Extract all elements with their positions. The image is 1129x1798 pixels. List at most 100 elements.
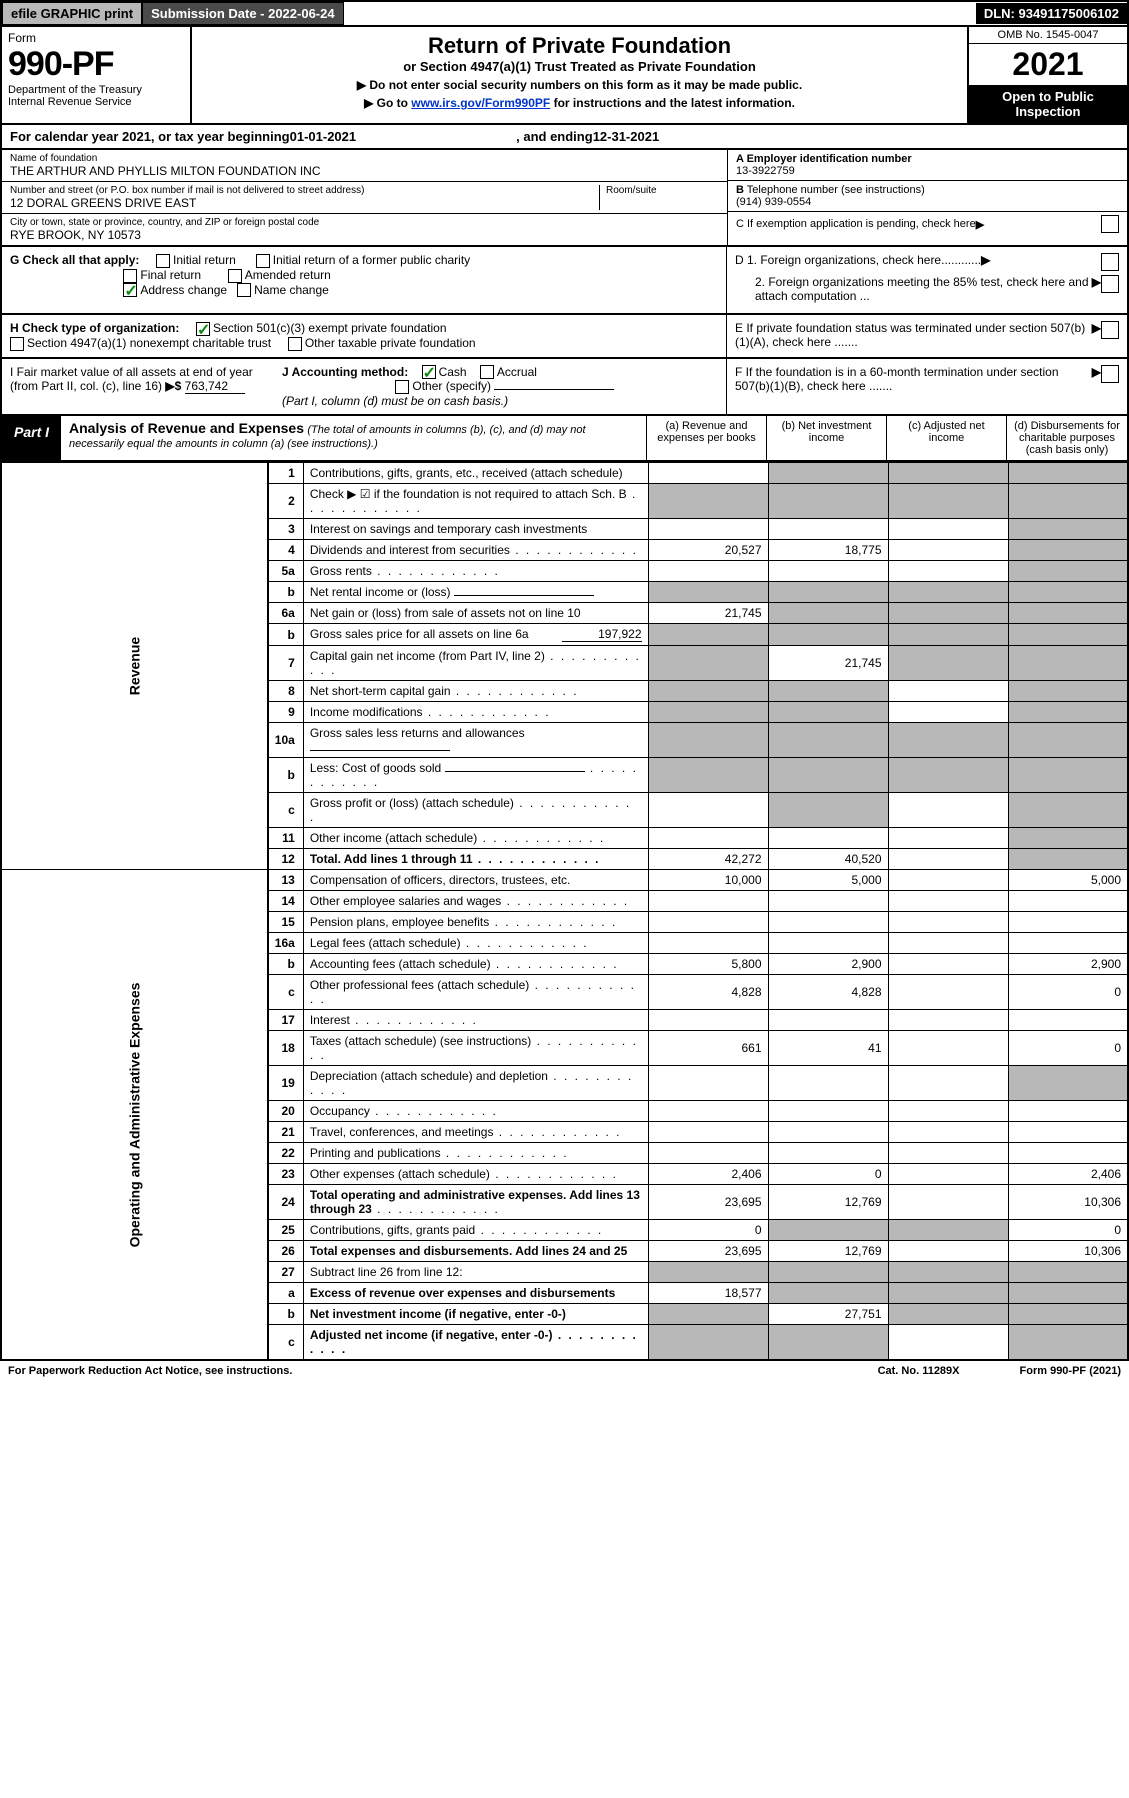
goto-pre: ▶ Go to [364,96,411,110]
col-b-value [768,1262,888,1283]
accrual-label: Accrual [497,365,537,379]
col-a-value [648,681,768,702]
col-d-value [1008,849,1128,870]
tax-year: 2021 [969,44,1127,85]
col-d-value [1008,723,1128,758]
line-description: Taxes (attach schedule) (see instruction… [303,1031,648,1066]
line-description: Contributions, gifts, grants paid [303,1220,648,1241]
name-change-checkbox[interactable] [237,283,251,297]
h-block: H Check type of organization: Section 50… [2,315,727,357]
form-subtitle: or Section 4947(a)(1) Trust Treated as P… [198,59,961,74]
line-number: 14 [268,891,304,912]
d1-checkbox[interactable] [1101,253,1119,271]
accrual-checkbox[interactable] [480,365,494,379]
city-value: RYE BROOK, NY 10573 [10,228,719,242]
address-change-label: Address change [140,283,227,297]
col-b-value [768,561,888,582]
line-description: Capital gain net income (from Part IV, l… [303,646,648,681]
calyear-begin: 01-01-2021 [290,129,357,144]
line-number: c [268,975,304,1010]
line-description: Interest [303,1010,648,1031]
col-a-value [648,624,768,646]
section-ij-row: I Fair market value of all assets at end… [0,359,1129,417]
exemption-checkbox[interactable] [1101,215,1119,233]
top-bar: efile GRAPHIC print Submission Date - 20… [0,0,1129,27]
cash-basis-note: (Part I, column (d) must be on cash basi… [282,394,508,408]
col-d-value [1008,1066,1128,1101]
line-description: Total. Add lines 1 through 11 [303,849,648,870]
col-d-value [1008,1304,1128,1325]
line-description: Accounting fees (attach schedule) [303,954,648,975]
col-a-value [648,561,768,582]
col-b-value [768,1101,888,1122]
form-header: Form 990-PF Department of the Treasury I… [0,27,1129,125]
line-description: Gross profit or (loss) (attach schedule) [303,793,648,828]
page-footer: For Paperwork Reduction Act Notice, see … [0,1361,1129,1381]
arrow-icon: ▶$ [165,379,184,393]
calyear-pre: For calendar year 2021, or tax year begi… [10,129,290,144]
col-d-value [1008,1010,1128,1031]
initial-return-label: Initial return [173,253,236,267]
501c3-checkbox[interactable] [196,322,210,336]
form990pf-link[interactable]: www.irs.gov/Form990PF [411,96,550,110]
arrow-icon: ▶ [1092,365,1101,393]
address-value: 12 DORAL GREENS DRIVE EAST [10,196,599,210]
foundation-name-row: Name of foundation THE ARTHUR AND PHYLLI… [2,150,727,182]
line-description: Net rental income or (loss) [303,582,648,603]
arrow-icon: ▶ [1092,321,1101,349]
line-description: Net gain or (loss) from sale of assets n… [303,603,648,624]
e-checkbox[interactable] [1101,321,1119,339]
4947-checkbox[interactable] [10,337,24,351]
col-a-value: 5,800 [648,954,768,975]
efile-print-button[interactable]: efile GRAPHIC print [2,2,142,25]
col-c-value [888,1262,1008,1283]
col-d-value [1008,540,1128,561]
col-d-value [1008,603,1128,624]
line-number: 9 [268,702,304,723]
line-number: a [268,1283,304,1304]
col-a-value: 2,406 [648,1164,768,1185]
f-block: F If the foundation is in a 60-month ter… [727,359,1127,415]
identity-left: Name of foundation THE ARTHUR AND PHYLLI… [2,150,727,245]
line-number: 6a [268,603,304,624]
amended-return-checkbox[interactable] [228,269,242,283]
col-b-value [768,1283,888,1304]
501c3-label: Section 501(c)(3) exempt private foundat… [213,321,446,335]
identity-right: A Employer identification number 13-3922… [727,150,1127,245]
col-c-value [888,1241,1008,1262]
col-a-value [648,1143,768,1164]
cash-checkbox[interactable] [422,365,436,379]
line-description: Adjusted net income (if negative, enter … [303,1325,648,1361]
other-method-field[interactable] [494,389,614,390]
other-taxable-checkbox[interactable] [288,337,302,351]
col-b-value: 4,828 [768,975,888,1010]
col-a-value [648,646,768,681]
line-number: 17 [268,1010,304,1031]
col-a-value: 661 [648,1031,768,1066]
submission-date-label: Submission Date - 2022-06-24 [142,2,344,25]
calyear-mid: , and ending [516,129,593,144]
line-number: c [268,1325,304,1361]
b-label: B [736,184,744,196]
col-b-value: 40,520 [768,849,888,870]
col-d-value: 0 [1008,1220,1128,1241]
ein-label: A Employer identification number [736,153,912,165]
4947-label: Section 4947(a)(1) nonexempt charitable … [27,336,271,350]
table-row: Revenue1Contributions, gifts, grants, et… [1,463,1128,484]
f-checkbox[interactable] [1101,365,1119,383]
col-a-value [648,519,768,540]
col-c-value [888,1066,1008,1101]
calendar-year-row: For calendar year 2021, or tax year begi… [0,125,1129,150]
line-number: b [268,582,304,603]
part1-title-block: Analysis of Revenue and Expenses (The to… [61,416,647,460]
exemption-pending-row: C If exemption application is pending, c… [728,212,1127,236]
other-method-checkbox[interactable] [395,380,409,394]
col-c-value [888,870,1008,891]
col-c-value [888,624,1008,646]
line-description: Gross sales price for all assets on line… [303,624,648,646]
address-change-checkbox[interactable] [123,283,137,297]
initial-return-checkbox[interactable] [156,254,170,268]
col-a-value [648,1066,768,1101]
d2-checkbox[interactable] [1101,275,1119,293]
initial-former-checkbox[interactable] [256,254,270,268]
